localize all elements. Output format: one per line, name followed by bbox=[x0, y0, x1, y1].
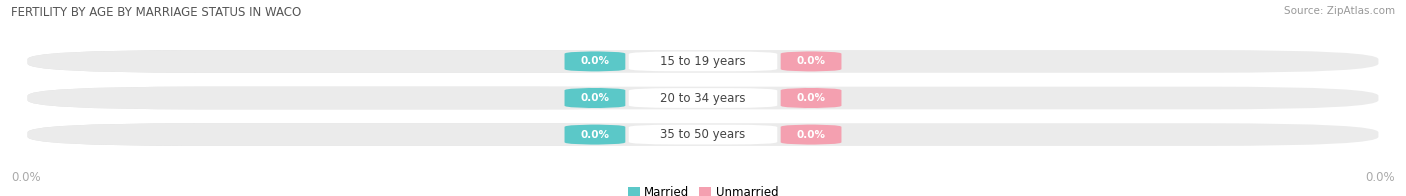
FancyBboxPatch shape bbox=[565, 88, 626, 108]
FancyBboxPatch shape bbox=[565, 51, 626, 72]
FancyBboxPatch shape bbox=[780, 124, 841, 145]
FancyBboxPatch shape bbox=[28, 50, 703, 73]
Text: Source: ZipAtlas.com: Source: ZipAtlas.com bbox=[1284, 6, 1395, 16]
Text: 0.0%: 0.0% bbox=[581, 56, 609, 66]
FancyBboxPatch shape bbox=[628, 125, 778, 144]
FancyBboxPatch shape bbox=[565, 124, 626, 145]
FancyBboxPatch shape bbox=[780, 51, 841, 72]
FancyBboxPatch shape bbox=[780, 88, 841, 108]
Legend: Married, Unmarried: Married, Unmarried bbox=[623, 182, 783, 196]
FancyBboxPatch shape bbox=[28, 123, 703, 146]
Text: 35 to 50 years: 35 to 50 years bbox=[661, 128, 745, 141]
FancyBboxPatch shape bbox=[628, 88, 778, 108]
FancyBboxPatch shape bbox=[628, 52, 778, 71]
Text: 0.0%: 0.0% bbox=[797, 130, 825, 140]
FancyBboxPatch shape bbox=[28, 50, 1378, 73]
Text: 0.0%: 0.0% bbox=[581, 93, 609, 103]
FancyBboxPatch shape bbox=[28, 87, 703, 109]
Text: 15 to 19 years: 15 to 19 years bbox=[661, 55, 745, 68]
Text: 0.0%: 0.0% bbox=[1365, 171, 1395, 184]
Text: 0.0%: 0.0% bbox=[797, 93, 825, 103]
Text: 0.0%: 0.0% bbox=[11, 171, 41, 184]
FancyBboxPatch shape bbox=[28, 123, 1378, 146]
FancyBboxPatch shape bbox=[28, 87, 1378, 109]
Text: 0.0%: 0.0% bbox=[581, 130, 609, 140]
Text: 0.0%: 0.0% bbox=[797, 56, 825, 66]
Text: FERTILITY BY AGE BY MARRIAGE STATUS IN WACO: FERTILITY BY AGE BY MARRIAGE STATUS IN W… bbox=[11, 6, 301, 19]
Text: 20 to 34 years: 20 to 34 years bbox=[661, 92, 745, 104]
